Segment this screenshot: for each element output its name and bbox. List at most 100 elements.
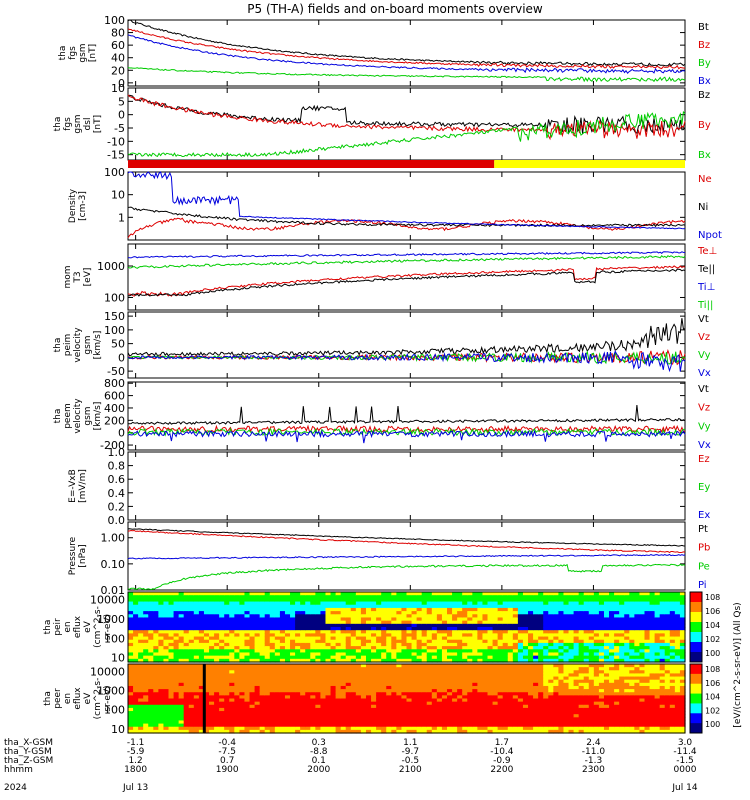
spectrogram-cell [533, 611, 539, 615]
spectrogram-cell [457, 598, 463, 603]
series-line-Ne [127, 217, 686, 238]
spectrogram-cell [619, 720, 625, 725]
spectrogram-cell [588, 673, 595, 678]
spectrogram-cell [436, 707, 443, 712]
spectrogram-cell [128, 601, 134, 606]
spectrogram-cell [244, 682, 251, 687]
spectrogram-cell [259, 698, 266, 703]
spectrogram-cell [183, 633, 190, 638]
spectrogram-cell [502, 676, 509, 681]
spectrogram-cell [345, 595, 352, 599]
spectrogram-cell [679, 636, 686, 641]
spectrogram-cell [578, 714, 585, 718]
spectrogram-cell [305, 711, 311, 715]
spectrogram-cell [188, 664, 195, 668]
spectrogram-cell [376, 636, 382, 641]
spectrogram-cell [487, 698, 494, 703]
spectrogram-cell [654, 639, 661, 644]
spectrogram-cell [214, 698, 220, 703]
spectrogram-cell [158, 707, 165, 712]
spectrogram-cell [295, 649, 301, 654]
spectrogram-cell [538, 729, 544, 734]
spectrogram-cell [614, 676, 620, 681]
spectrogram-cell [138, 636, 144, 641]
spectrogram-cell [300, 707, 306, 712]
spectrogram-cell [431, 673, 438, 678]
series-line-By [127, 67, 686, 83]
spectrogram-cell [538, 723, 544, 728]
spectrogram-cell [522, 676, 529, 681]
spectrogram-cell [315, 701, 322, 706]
spectrogram-cell [553, 604, 560, 609]
spectrogram-cell [421, 655, 428, 660]
spectrogram-cell [487, 617, 494, 622]
spectrogram-cell [340, 607, 347, 612]
spectrogram-cell [533, 646, 539, 650]
spectrogram-cell [350, 664, 357, 668]
spectrogram-cell [421, 623, 428, 628]
spectrogram-cell [284, 646, 291, 650]
y-tick-label: 400 [104, 402, 125, 415]
spectrogram-cell [345, 670, 352, 675]
spectrogram-cell [153, 636, 159, 641]
spectrogram-cell [659, 623, 666, 628]
spectrogram-cell [315, 664, 322, 668]
spectrogram-cell [416, 655, 423, 660]
spectrogram-cell [376, 604, 382, 609]
spectrogram-cell [431, 720, 438, 725]
spectrogram-cell [507, 627, 514, 631]
spectrogram-cell [178, 698, 185, 703]
spectrogram-cell [573, 630, 580, 634]
spectrogram-cell [598, 598, 605, 603]
spectrogram-cell [447, 617, 453, 622]
spectrogram-cell [416, 623, 423, 628]
spectrogram-cell [543, 655, 549, 660]
spectrogram-cell [148, 639, 154, 644]
spectrogram-cell [290, 633, 296, 638]
spectrogram-cell [274, 642, 281, 647]
spectrogram-cell [441, 601, 448, 606]
spectrogram-cell [583, 682, 590, 687]
spectrogram-cell [148, 601, 154, 606]
spectrogram-cell [406, 701, 413, 706]
spectrogram-cell [203, 617, 210, 622]
spectrogram-cell [472, 601, 478, 606]
spectrogram-cell [462, 617, 468, 622]
spectrogram-cell [345, 707, 352, 712]
spectrogram-cell [193, 707, 200, 712]
spectrogram-cell [452, 655, 458, 660]
spectrogram-cell [487, 729, 494, 734]
spectrogram-cell [264, 723, 271, 728]
spectrogram-cell [568, 695, 575, 700]
spectrogram-cell [183, 720, 190, 725]
spectrogram-cell [563, 676, 570, 681]
spectrogram-cell [143, 598, 149, 603]
spectrogram-cell [431, 652, 438, 657]
spectrogram-cell [128, 682, 134, 687]
spectrogram-cell [214, 723, 220, 728]
spectrogram-cell [538, 601, 544, 606]
y-axis-label-line: (cm^2-s- [93, 678, 103, 720]
spectrogram-cell [259, 639, 266, 644]
spectrogram-cell [335, 717, 342, 722]
spectrogram-cell [143, 682, 149, 687]
spectrogram-cell [376, 701, 382, 706]
spectrogram-cell [659, 655, 666, 660]
spectrogram-cell [214, 655, 220, 660]
spectrogram-cell [553, 726, 560, 731]
spectrogram-cell [168, 707, 175, 712]
spectrogram-cell [436, 701, 443, 706]
spectrogram-cell [300, 667, 306, 671]
spectrogram-cell [609, 685, 615, 690]
spectrogram-cell [543, 633, 549, 638]
spectrogram-cell [376, 592, 382, 596]
spectrogram-cell [654, 614, 661, 619]
spectrogram-cell [421, 592, 428, 596]
spectrogram-cell [436, 601, 443, 606]
spectrogram-cell [330, 723, 337, 728]
spectrogram-cell [568, 652, 575, 657]
spectrogram-cell [335, 729, 342, 734]
spectrogram-cell [624, 655, 630, 660]
spectrogram-cell [345, 617, 352, 622]
